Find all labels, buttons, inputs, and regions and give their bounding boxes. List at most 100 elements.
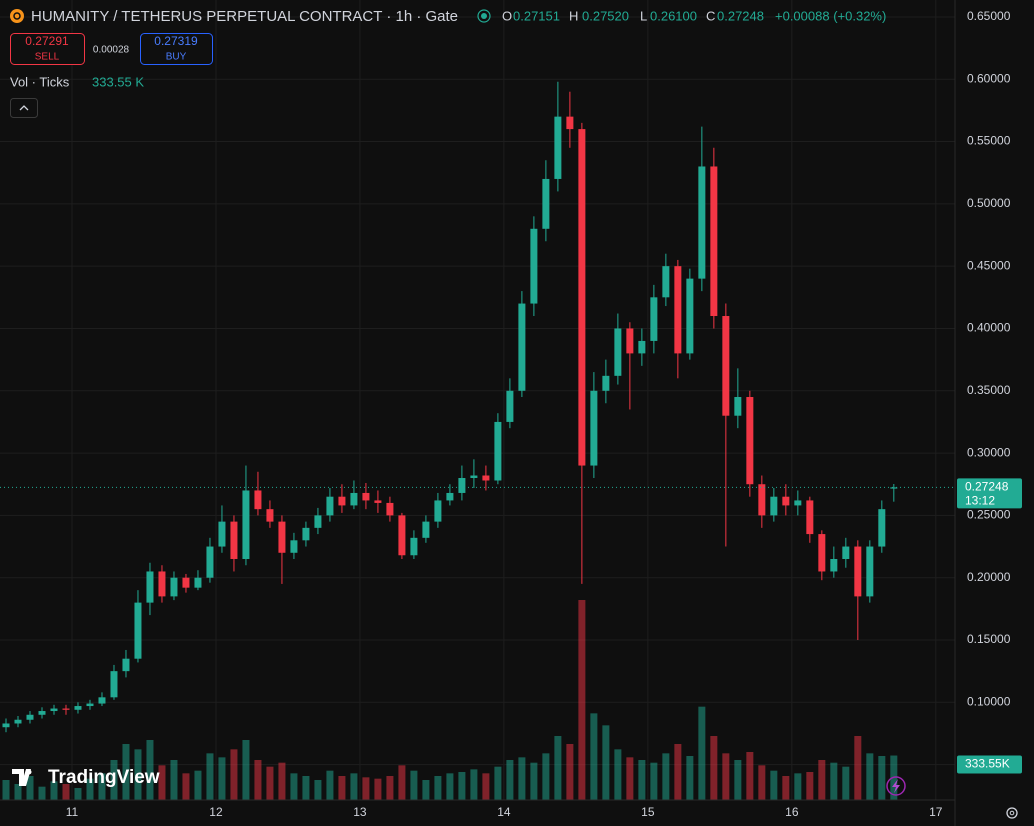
open-value: 0.27151 [513,8,560,23]
axes: 0.050000.100000.150000.200000.250000.300… [66,9,1022,819]
y-tick-label: 0.35000 [967,383,1011,397]
volume-bar [350,773,358,800]
candle-body [86,703,94,707]
volume-bar [686,756,694,800]
low-label: L [640,8,647,23]
buy-price: 0.27319 [154,34,198,48]
candle-body [266,509,274,522]
settings-icon [1009,810,1015,816]
volume-bar [530,762,538,800]
volume-bar [494,766,502,800]
candles [0,81,955,733]
buy-button[interactable] [140,33,213,65]
low-value: 0.26100 [650,8,697,23]
candle-body [14,719,22,724]
candle-body [638,340,646,354]
countdown-label: 13:12 [965,494,995,508]
candle-body [806,500,814,535]
close-label: C [706,8,715,23]
x-tick-label: 13 [353,805,367,819]
candle-body [674,266,682,354]
settings-button[interactable] [1006,807,1018,819]
volume-bar [674,744,682,800]
x-tick-label: 15 [641,805,655,819]
candle-body [290,540,298,553]
high-value: 0.27520 [582,8,629,23]
candle-body [98,697,106,704]
volume-bar [374,778,382,800]
y-tick-label: 0.40000 [967,321,1011,335]
volume-bar [242,740,250,800]
volume-bar [362,777,370,800]
candle-body [866,546,874,597]
volume-bar [638,760,646,800]
close-value: 0.27248 [717,8,764,23]
candle-body [746,397,754,485]
price-change: +0.00088 (+0.32%) [775,8,886,23]
volume-bar [14,784,22,800]
y-tick-label: 0.20000 [967,570,1011,584]
last-volume-label: 333.55K [965,757,1010,771]
volume-bar [50,781,58,800]
volume-bar [134,749,142,800]
sell-button[interactable] [10,33,85,65]
volume-bar [38,786,46,800]
volume-bar [446,773,454,800]
volume-bar [386,776,394,800]
volume-bar [710,736,718,800]
volume-bar [122,744,130,800]
y-tick-label: 0.10000 [967,694,1011,708]
x-tick-label: 11 [66,805,79,819]
volume-bar [722,753,730,800]
grid [0,0,955,800]
volume-bar [74,788,82,800]
volume-bar [26,776,34,800]
candle-body [482,475,490,481]
market-status[interactable] [477,9,491,23]
volume-bar [146,740,154,800]
sell-price: 0.27291 [25,34,69,48]
candle-body [614,328,622,376]
volume-bar [206,753,214,800]
volume-bar [746,752,754,800]
candle-body [2,723,10,728]
volume-bar [758,765,766,800]
y-tick-label: 0.55000 [967,134,1011,148]
volume-bar [194,770,202,800]
lightning-icon [892,779,900,793]
candle-body [278,521,286,553]
logo-text[interactable]: TradingView [48,767,160,788]
x-tick-label: 17 [929,805,943,819]
volume-bar [410,770,418,800]
open-label: O [502,8,512,23]
volume-value: 333.55 K [92,74,144,89]
candle-body [362,492,370,501]
candle-body [698,166,706,279]
candle-body [146,571,154,603]
candle-body [470,475,478,479]
volume-bar [86,778,94,800]
volume-bar [326,770,334,800]
candle-body [794,500,802,506]
candle-body [590,390,598,466]
candle-body [206,546,214,578]
volume-bar [830,762,838,800]
candle-body [122,658,130,672]
volume-bar [614,749,622,800]
symbol-title[interactable]: HUMANITY / TETHERUS PERPETUAL CONTRACT ·… [31,8,458,25]
collapse-button[interactable] [10,98,38,118]
candle-body [782,496,790,506]
volume-title[interactable]: Vol · Ticks [10,74,70,89]
candle-body [890,487,898,489]
volume-bar [854,736,862,800]
volume-bar [158,765,166,800]
candle-body [770,496,778,516]
candle-body [542,178,550,229]
volume-bar [542,753,550,800]
candle-body [566,116,574,130]
volume-bar [470,769,478,800]
volume-bar [818,760,826,800]
lightning-button[interactable] [886,776,906,796]
volume-bar [590,713,598,800]
symbol-icon-inner [13,12,21,20]
